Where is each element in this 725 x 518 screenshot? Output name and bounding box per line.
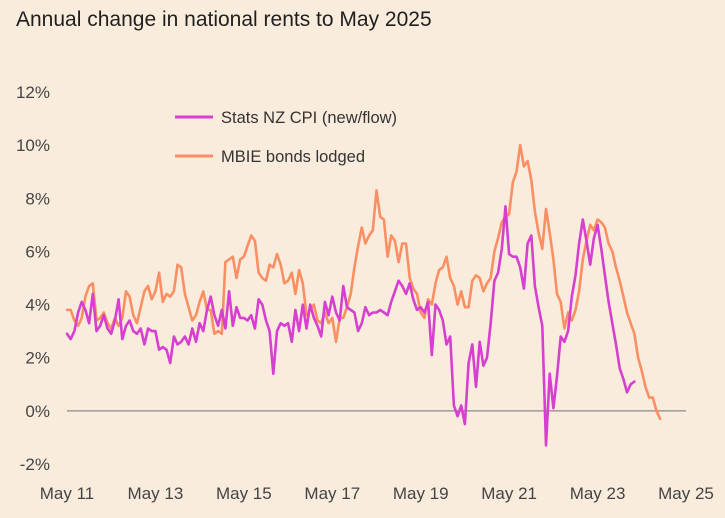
y-tick-label: 8% xyxy=(25,189,50,208)
legend-label: Stats NZ CPI (new/flow) xyxy=(221,109,397,127)
series-line-1 xyxy=(65,143,662,421)
y-tick-label: 6% xyxy=(25,242,50,261)
legend: Stats NZ CPI (new/flow) MBIE bonds lodged xyxy=(175,109,397,166)
y-tick-label: 0% xyxy=(25,402,50,421)
y-tick-label: 2% xyxy=(25,349,50,368)
series-lines xyxy=(65,143,662,447)
x-tick-label: May 11 xyxy=(40,484,95,503)
y-tick-label: -2% xyxy=(20,455,50,474)
series-line-0 xyxy=(65,205,636,447)
x-tick-label: May 21 xyxy=(481,484,537,503)
x-tick-label: May 15 xyxy=(216,484,272,503)
chart-title: Annual change in national rents to May 2… xyxy=(16,8,432,31)
x-tick-label: May 13 xyxy=(128,484,184,503)
y-tick-label: 10% xyxy=(16,136,50,155)
x-tick-label: May 17 xyxy=(304,484,360,503)
y-tick-label: 4% xyxy=(25,296,50,315)
x-tick-label: May 25 xyxy=(658,484,714,503)
x-axis-ticks: May 11 May 13 May 15 May 17 May 19 May 21 May … xyxy=(40,484,714,503)
x-tick-label: May 23 xyxy=(570,484,626,503)
legend-label: MBIE bonds lodged xyxy=(221,148,365,166)
x-tick-label: May 19 xyxy=(393,484,449,503)
y-tick-label: 12% xyxy=(16,83,50,102)
y-axis-ticks: 12% 10% 8% 6% 4% 2% 0% -2% xyxy=(16,83,50,474)
